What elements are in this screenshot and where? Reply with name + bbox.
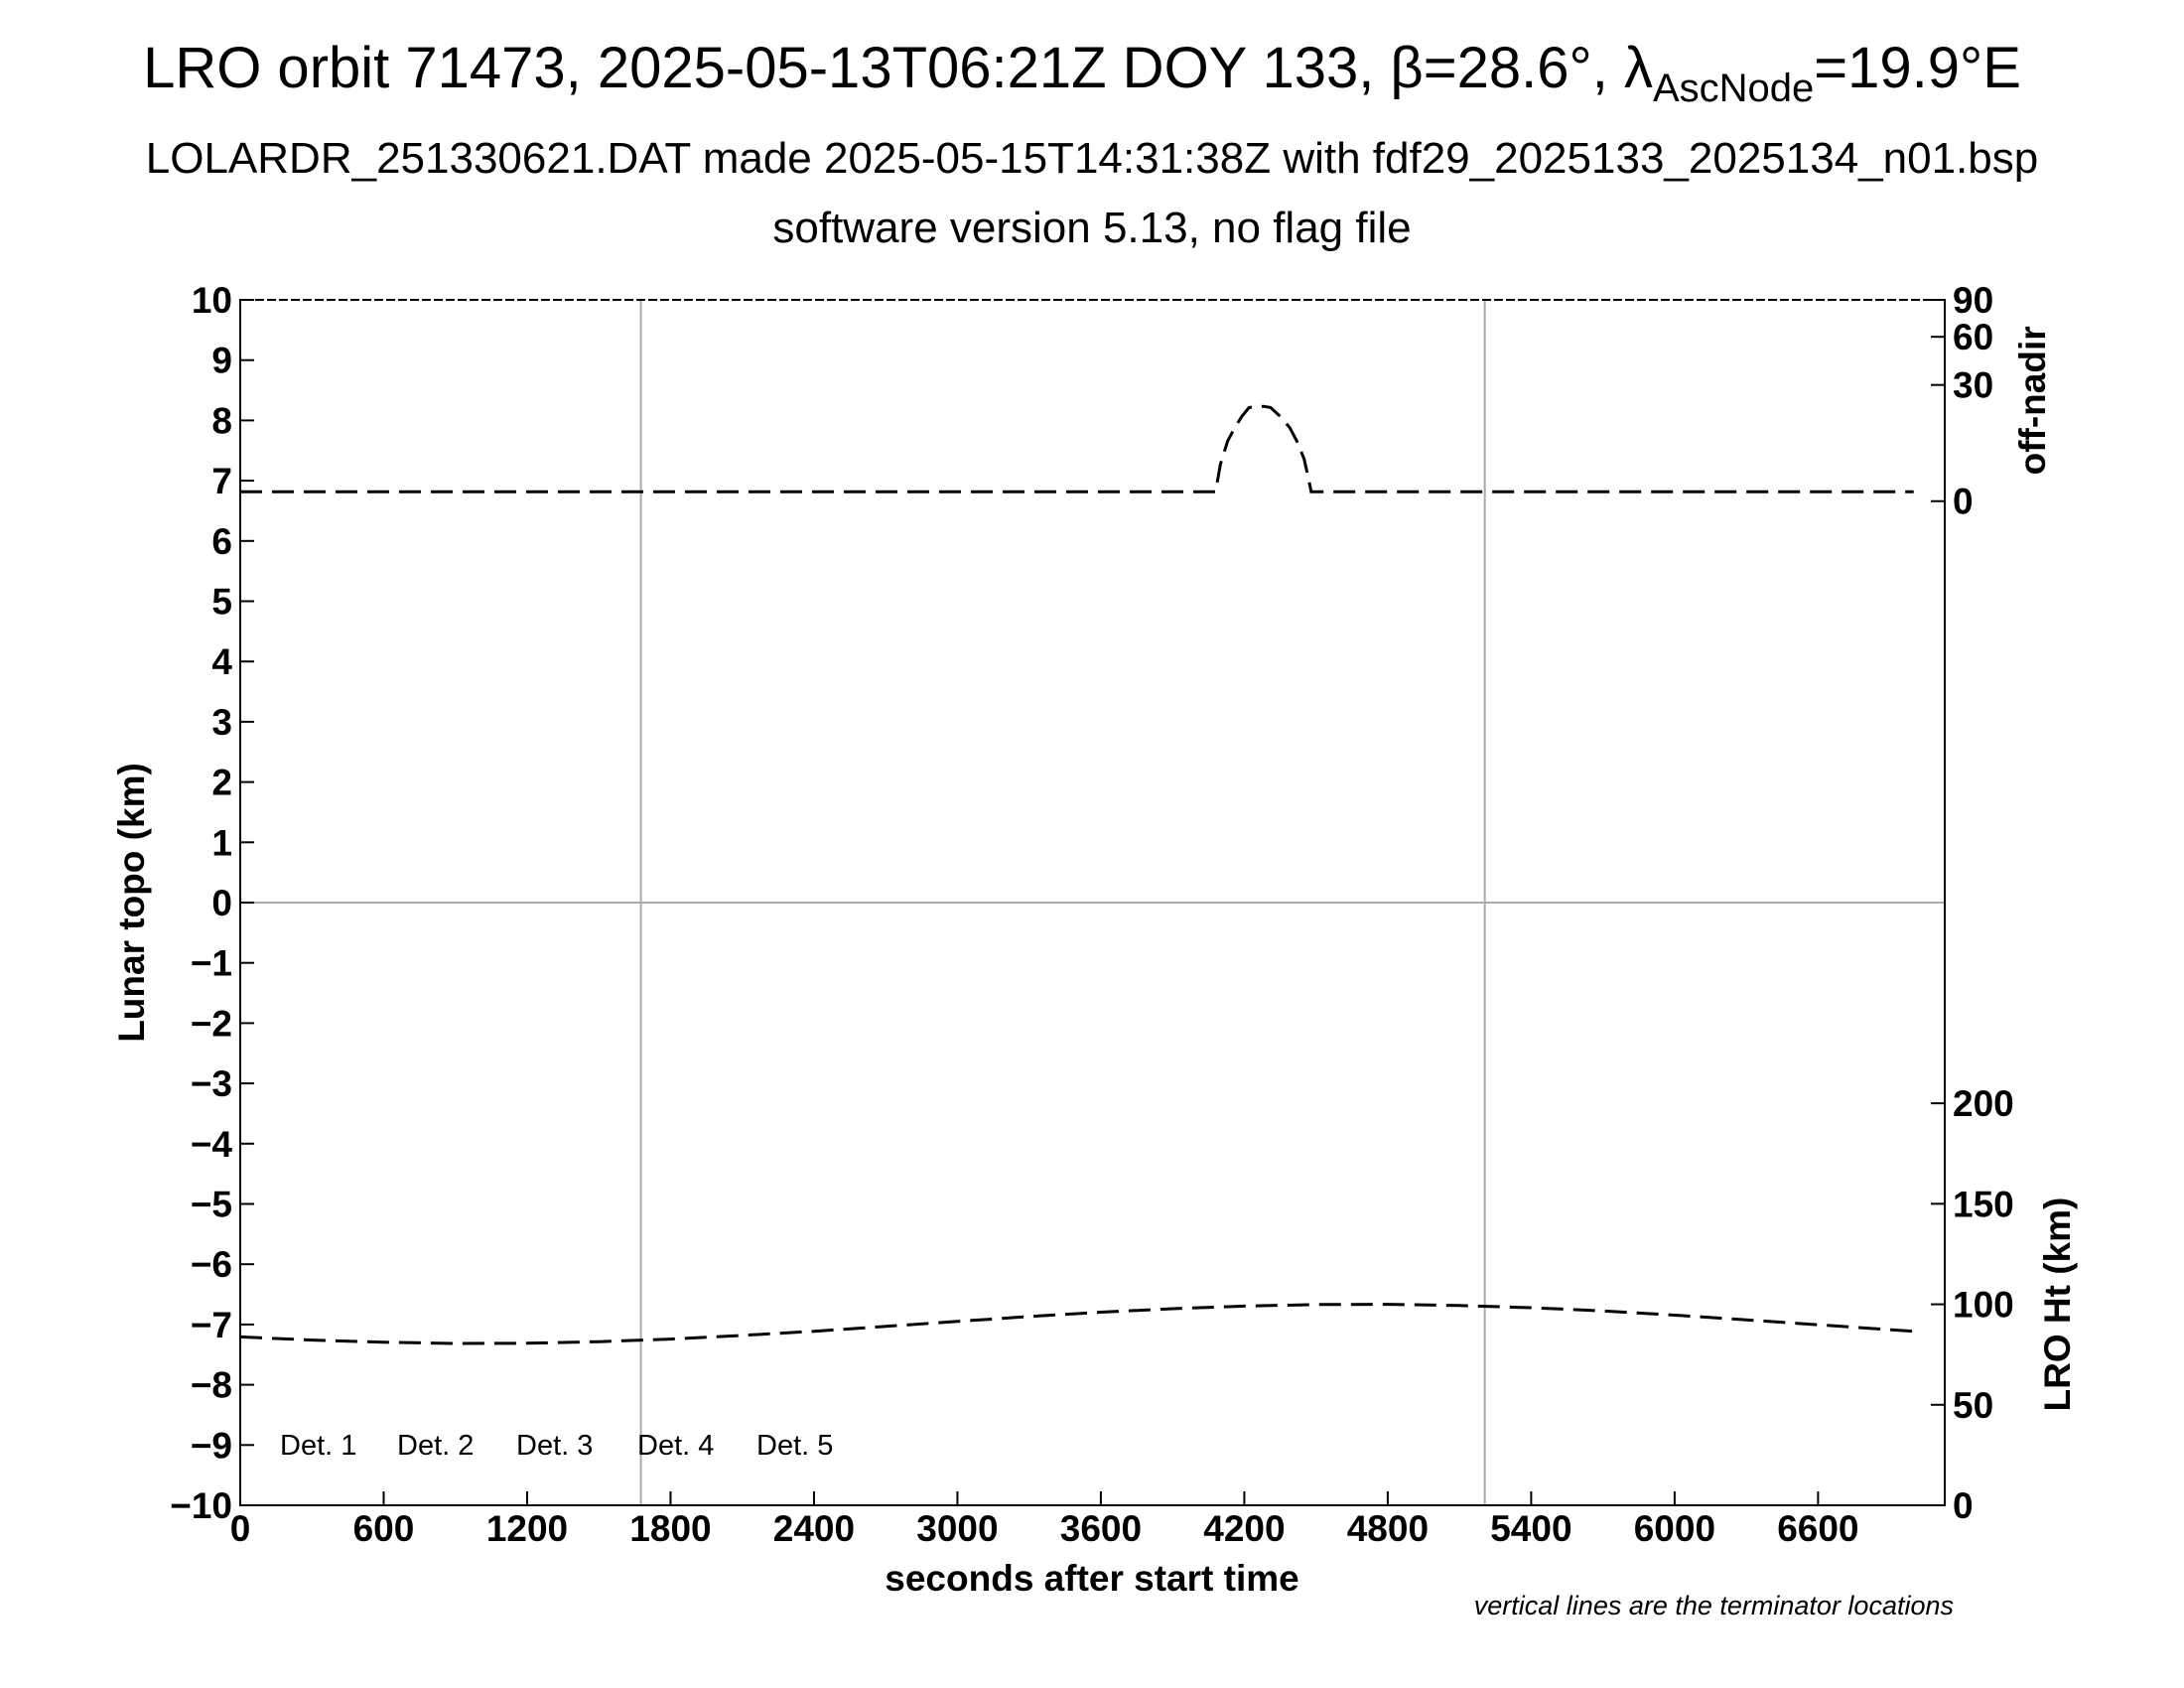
x-tick-label: 600: [353, 1508, 415, 1549]
legend-entry: Det. 5: [756, 1430, 833, 1462]
y-tick-label: 4: [211, 641, 232, 682]
y-tick-label: 1: [211, 822, 232, 863]
series-line: [239, 1303, 1914, 1345]
y-tick-label: −5: [191, 1185, 232, 1225]
y-tick-label: −6: [191, 1244, 232, 1285]
y-tick-label: 5: [211, 582, 232, 623]
y-tick-label: −1: [191, 943, 232, 984]
y-axis-label: Lunar topo (km): [111, 763, 152, 1043]
y-tick-label: 3: [211, 702, 232, 743]
lro-height-tick-label: 0: [1953, 1485, 1974, 1526]
y-tick-label: −7: [191, 1305, 232, 1345]
title-main: LRO orbit 71473, 2025-05-13T06:21Z DOY 1…: [143, 36, 1653, 100]
y-tick-label: −10: [170, 1485, 232, 1526]
title-end: =19.9°E: [1814, 36, 2021, 100]
y-tick-label: 9: [211, 341, 232, 381]
series-line: [240, 404, 1914, 493]
lro-height-tick-label: 200: [1953, 1083, 2014, 1124]
subtitle: LOLARDR_251330621.DAT made 2025-05-15T14…: [146, 134, 2038, 183]
x-tick-label: 4800: [1347, 1508, 1429, 1549]
lro-height-tick-label: 50: [1953, 1385, 1993, 1426]
lro-height-tick-label: 100: [1953, 1285, 2014, 1326]
off-nadir-tick-label: 60: [1953, 317, 1993, 357]
y-tick-label: 0: [211, 883, 232, 923]
off-nadir-label: off-nadir: [2012, 326, 2053, 475]
legend-entry: Det. 2: [397, 1430, 474, 1462]
legend-entry: Det. 1: [280, 1430, 356, 1462]
x-tick-label: 3600: [1060, 1508, 1142, 1549]
y-tick-label: 7: [211, 461, 232, 501]
x-tick-label: 1800: [629, 1508, 711, 1549]
x-tick-label: 3000: [916, 1508, 998, 1549]
x-tick-label: 1200: [486, 1508, 568, 1549]
y-tick-label: −4: [191, 1124, 233, 1165]
legend-entry: Det. 3: [516, 1430, 593, 1462]
x-tick-label: 6600: [1777, 1508, 1858, 1549]
lro-height-tick-label: 150: [1953, 1184, 2014, 1224]
subtitle-2: software version 5.13, no flag file: [772, 204, 1411, 252]
y-tick-label: −8: [191, 1365, 232, 1406]
y-tick-label: 10: [192, 280, 232, 321]
x-tick-label: 2400: [773, 1508, 855, 1549]
y-tick-label: −2: [191, 1003, 232, 1044]
note: vertical lines are the terminator locati…: [1474, 1591, 1954, 1620]
x-tick-label: 5400: [1490, 1508, 1571, 1549]
y-tick-label: 2: [211, 763, 232, 803]
title-subscript: AscNode: [1653, 67, 1814, 110]
y-tick-label: 8: [211, 400, 232, 441]
off-nadir-tick-label: 90: [1953, 280, 1993, 321]
legend-entry: Det. 4: [637, 1430, 714, 1462]
off-nadir-tick-label: 0: [1953, 482, 1974, 522]
y-tick-label: −9: [191, 1425, 232, 1466]
chart-title: LRO orbit 71473, 2025-05-13T06:21Z DOY 1…: [143, 36, 2021, 110]
x-tick-label: 6000: [1634, 1508, 1715, 1549]
x-axis-label: seconds after start time: [885, 1558, 1298, 1599]
y-tick-label: −3: [191, 1063, 232, 1104]
y-tick-label: 6: [211, 521, 232, 562]
x-tick-label: 4200: [1203, 1508, 1285, 1549]
lro-height-label: LRO Ht (km): [2037, 1197, 2078, 1412]
off-nadir-tick-label: 30: [1953, 365, 1993, 406]
x-tick-label: 0: [230, 1508, 251, 1549]
